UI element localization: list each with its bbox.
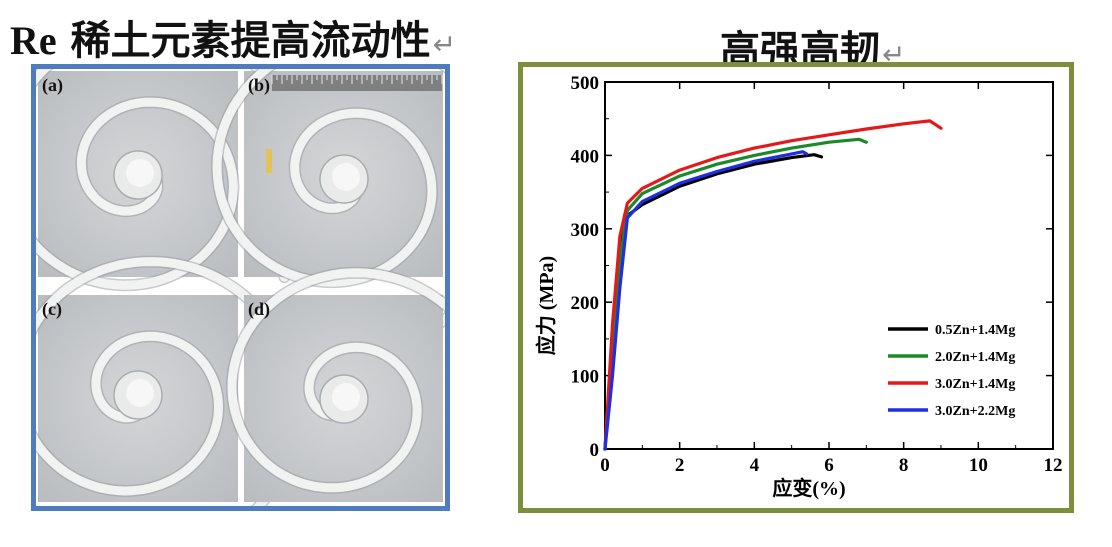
left-heading-prefix: Re	[10, 18, 57, 63]
left-heading-text: 稀土元素提高流动性	[56, 18, 431, 64]
series-line	[603, 150, 809, 451]
y-axis-label: 应力 (MPa)	[534, 256, 558, 355]
spiral-photo: (d)	[225, 266, 445, 502]
y-tick-label: 0	[590, 440, 600, 461]
fluidity-photo-panel: (a) (b) (c) (d)	[31, 64, 450, 511]
series-line	[603, 137, 868, 451]
photo-panel-label: (a)	[42, 75, 63, 96]
x-tick-label: 12	[1044, 455, 1063, 476]
legend-label: 3.0Zn+1.4Mg	[935, 377, 1015, 392]
x-tick-label: 4	[750, 455, 760, 476]
legend-label: 3.0Zn+2.2Mg	[935, 404, 1015, 419]
photo-panel-label: (d)	[248, 299, 270, 320]
plot-area-border	[604, 81, 1054, 450]
photo-panel-label: (b)	[248, 75, 270, 96]
ruler-icon	[271, 75, 443, 91]
y-tick-label: 100	[571, 367, 600, 388]
x-tick-label: 2	[675, 455, 685, 476]
x-tick-label: 10	[969, 455, 988, 476]
x-tick-label: 0	[600, 455, 610, 476]
label-tag-icon	[266, 149, 272, 173]
legend-label: 0.5Zn+1.4Mg	[935, 323, 1015, 338]
y-tick-label: 400	[571, 146, 600, 167]
stress-strain-chart: 0 2 4 6 8 10 12 0 100 200 300 400 500 应变(%) 应力 (MPa) 0.…	[534, 73, 1063, 500]
y-tick-label: 500	[571, 73, 600, 94]
y-tick-label: 200	[571, 293, 600, 314]
spiral-photo-grid: (a) (b) (c) (d)	[36, 69, 445, 506]
y-tick-label: 300	[571, 220, 600, 241]
spiral-photo: (c)	[36, 255, 303, 506]
return-mark-icon: ↵	[432, 28, 457, 61]
spiral-photo: (a)	[36, 69, 318, 292]
left-heading: Re 稀土元素提高流动性↵	[10, 8, 456, 66]
legend-label: 2.0Zn+1.4Mg	[935, 350, 1015, 365]
series-line	[603, 119, 943, 451]
stress-strain-chart-panel: 0 2 4 6 8 10 12 0 100 200 300 400 500 应变(%) 应力 (MPa) 0.…	[518, 62, 1074, 513]
x-tick-label: 6	[824, 455, 834, 476]
spiral-photo: (b)	[211, 69, 445, 349]
x-tick-label: 8	[899, 455, 909, 476]
x-axis-label: 应变(%)	[772, 476, 845, 500]
photo-panel-label: (c)	[42, 299, 62, 320]
